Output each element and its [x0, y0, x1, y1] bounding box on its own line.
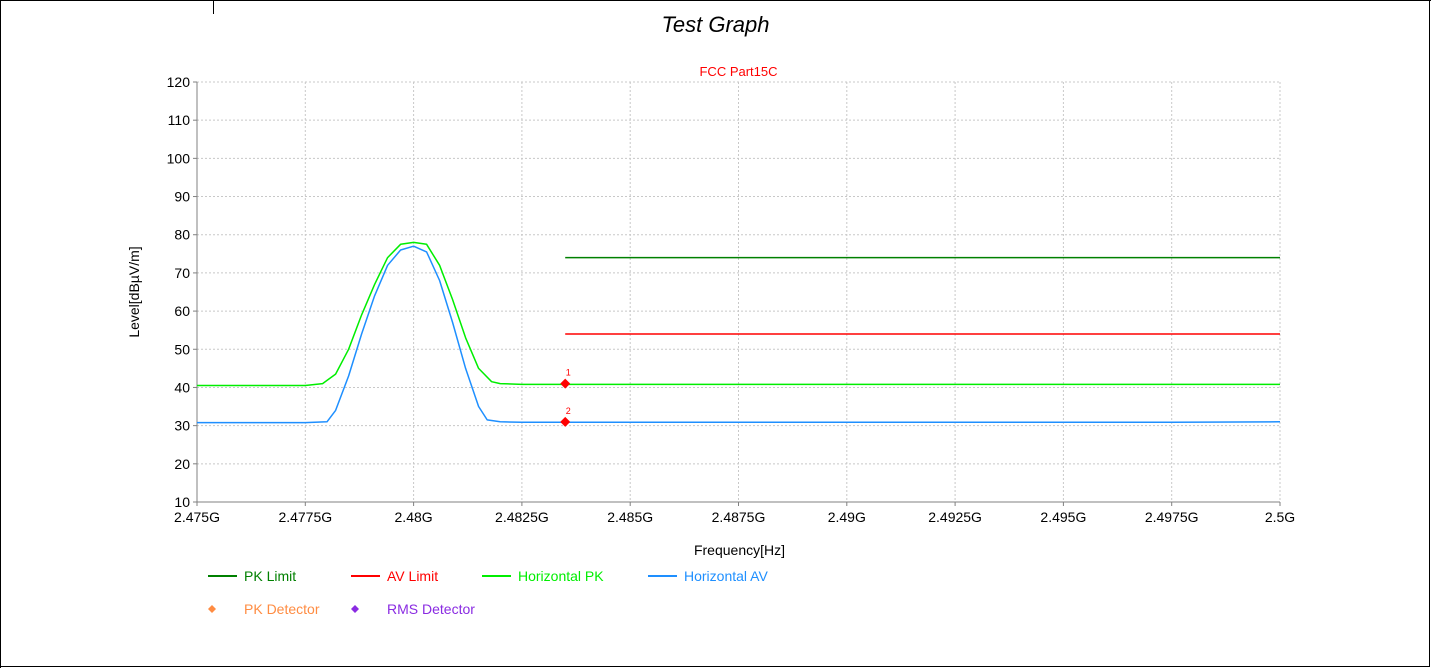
y-axis-label: Level[dBµV/m]	[126, 246, 142, 337]
x-tick-label: 2.485G	[607, 509, 653, 525]
y-tick-label: 70	[174, 265, 190, 281]
marker-1	[560, 378, 571, 389]
x-tick-label: 2.4775G	[278, 509, 332, 525]
table-left-border	[0, 0, 1, 668]
x-tick-label: 2.49G	[828, 509, 866, 525]
legend-label-pk-limit: PK Limit	[244, 568, 296, 584]
legend-label-pk-detector: PK Detector	[244, 601, 320, 617]
chart-title: FCC Part15C	[699, 64, 777, 79]
legend-swatch-pk-detector	[208, 605, 216, 613]
legend-label-horizontal-pk: Horizontal PK	[518, 568, 604, 584]
table-top-border	[0, 0, 1431, 1]
table-cell-divider	[213, 0, 214, 14]
marker-2	[560, 416, 571, 427]
y-tick-label: 40	[174, 379, 190, 395]
x-tick-label: 2.48G	[395, 509, 433, 525]
y-tick-label: 60	[174, 303, 190, 319]
x-tick-label: 2.475G	[174, 509, 220, 525]
y-tick-label: 100	[167, 150, 191, 166]
y-tick-label: 90	[174, 189, 190, 205]
series-horizontal-pk	[197, 241, 1280, 387]
legend-label-horizontal-av: Horizontal AV	[684, 568, 768, 584]
x-axis-label: Frequency[Hz]	[694, 542, 785, 558]
x-tick-label: 2.4925G	[928, 509, 982, 525]
y-tick-label: 80	[174, 227, 190, 243]
x-tick-label: 2.4975G	[1145, 509, 1199, 525]
legend-swatch-rms-detector	[351, 605, 359, 613]
y-tick-label: 50	[174, 341, 190, 357]
x-tick-label: 2.4825G	[495, 509, 549, 525]
x-tick-label: 2.4875G	[712, 509, 766, 525]
series-horizontal-av	[197, 245, 1281, 424]
x-tick-label: 2.495G	[1040, 509, 1086, 525]
y-tick-label: 120	[167, 74, 191, 90]
y-tick-label: 20	[174, 456, 190, 472]
y-tick-label: 10	[174, 494, 190, 510]
marker-label: 1	[566, 368, 571, 378]
marker-label: 2	[566, 406, 571, 416]
x-tick-label: 2.5G	[1265, 509, 1295, 525]
legend-label-rms-detector: RMS Detector	[387, 601, 475, 617]
legend-label-av-limit: AV Limit	[387, 568, 438, 584]
y-tick-label: 30	[174, 418, 190, 434]
y-tick-label: 110	[168, 112, 191, 128]
page-title: Test Graph	[661, 12, 770, 37]
